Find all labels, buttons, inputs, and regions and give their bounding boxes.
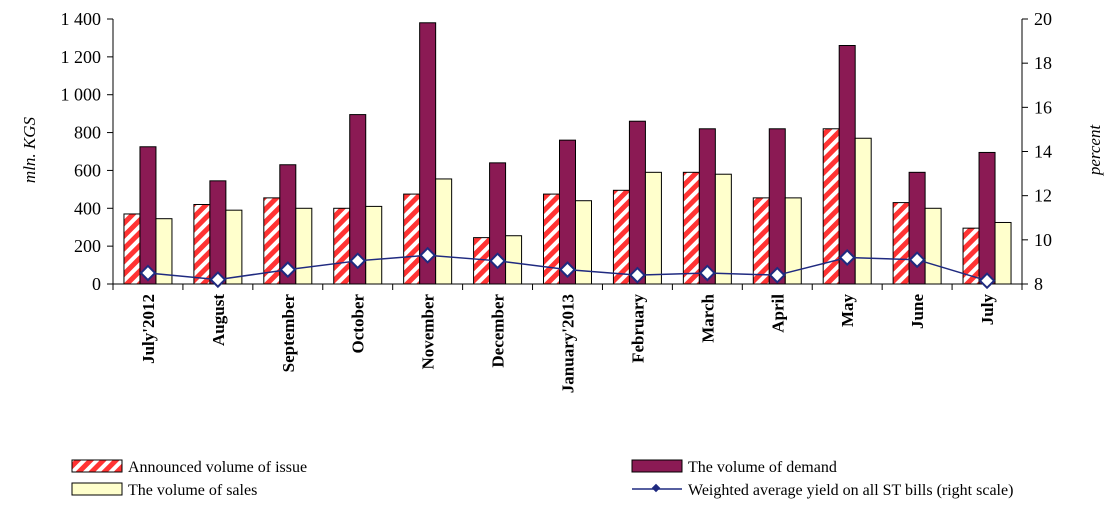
yield-marker — [139, 264, 157, 282]
bar-announced — [682, 171, 700, 285]
bar-announced — [892, 202, 910, 285]
left-tick-label: 1 200 — [61, 47, 102, 67]
category-label: March — [698, 293, 717, 342]
y-axis-title: mln. KGS — [20, 116, 39, 183]
right-tick-label: 10 — [1034, 230, 1052, 250]
bar-demand — [419, 22, 437, 285]
category-label: August — [209, 294, 228, 346]
category-label: February — [628, 294, 647, 363]
bar-sales — [924, 207, 942, 285]
right-tick-label: 20 — [1034, 9, 1052, 29]
legend-label-demand: The volume of demand — [688, 459, 837, 476]
category-label: November — [419, 294, 438, 370]
legend-swatch-sales — [71, 482, 123, 496]
category-label: July'2012 — [139, 294, 158, 364]
category-label: September — [279, 294, 298, 373]
category-label: January'2013 — [559, 294, 578, 393]
bar-sales — [854, 137, 872, 285]
axes — [112, 19, 1023, 290]
legend: Announced volume of issue The volume of … — [71, 459, 1013, 499]
bar-sales — [225, 209, 243, 285]
right-tick-label: 18 — [1034, 53, 1052, 73]
bar-sales — [295, 207, 313, 285]
category-label: July — [978, 294, 997, 326]
right-tick-label: 16 — [1034, 97, 1052, 117]
bar-announced — [333, 207, 351, 285]
bar-demand — [139, 146, 157, 285]
y2-axis-title: percent — [1085, 124, 1104, 177]
category-label: October — [349, 294, 368, 354]
bar-sales — [505, 235, 523, 285]
category-label: April — [768, 294, 787, 333]
bar-announced — [543, 193, 560, 285]
bar-demand — [838, 45, 856, 285]
right-tick-label: 14 — [1034, 142, 1052, 162]
bar-demand — [768, 128, 786, 285]
legend-swatch-demand — [631, 459, 683, 473]
yield-marker — [698, 264, 716, 282]
left-tick-label: 400 — [74, 198, 101, 218]
left-axis-ticks: 0 200 400 600 800 1 000 1 200 1 400 — [61, 9, 113, 294]
bar-announced — [403, 193, 421, 285]
yield-marker — [628, 266, 646, 284]
legend-label-announced: Announced volume of issue — [128, 459, 307, 476]
yield-marker — [838, 249, 856, 266]
yield-marker — [419, 246, 437, 264]
legend-item-sales: The volume of sales — [71, 482, 257, 499]
legend-swatch-announced — [71, 459, 123, 473]
yield-marker — [768, 266, 786, 284]
bar-announced — [752, 197, 770, 285]
legend-item-demand: The volume of demand — [631, 459, 837, 476]
right-axis-ticks: 8 10 12 14 16 18 20 — [1022, 9, 1052, 294]
bar-sales — [994, 221, 1012, 285]
yield-marker — [279, 261, 297, 279]
category-label: June — [908, 294, 927, 329]
yield-marker — [209, 271, 227, 289]
left-tick-label: 600 — [74, 160, 101, 180]
yield-line — [139, 246, 996, 290]
bar-announced — [123, 213, 141, 285]
legend-item-announced: Announced volume of issue — [71, 459, 307, 476]
left-tick-label: 1 000 — [61, 85, 102, 105]
legend-swatch-yield-marker — [651, 483, 661, 493]
category-labels: July'2012 August September October November D… — [139, 293, 997, 393]
legend-item-yield: Weighted average yield on all ST bills (… — [632, 482, 1013, 499]
bar-announced — [473, 237, 491, 285]
left-tick-label: 800 — [74, 123, 101, 143]
bar-demand — [978, 151, 996, 285]
bar-demand — [209, 180, 227, 285]
right-tick-label: 12 — [1034, 186, 1052, 206]
yield-marker — [978, 272, 996, 290]
legend-label-sales: The volume of sales — [128, 482, 257, 499]
category-label: December — [489, 294, 508, 368]
bar-sales — [644, 171, 662, 285]
left-tick-label: 0 — [92, 274, 101, 294]
category-label: May — [838, 294, 857, 328]
yield-marker — [489, 252, 507, 270]
yield-marker — [908, 251, 926, 269]
yield-marker — [559, 261, 576, 279]
right-tick-label: 8 — [1034, 274, 1043, 294]
left-tick-label: 200 — [74, 236, 101, 256]
bar-sales — [714, 173, 732, 285]
bar-announced — [612, 189, 630, 285]
legend-label-yield: Weighted average yield on all ST bills (… — [688, 482, 1013, 499]
bar-sales — [365, 205, 383, 285]
bars — [123, 22, 1012, 285]
bar-announced — [193, 204, 211, 285]
left-tick-label: 1 400 — [61, 9, 102, 29]
yield-marker — [349, 252, 367, 270]
bar-demand — [698, 128, 716, 285]
bar-sales — [435, 178, 453, 285]
bar-demand — [628, 120, 646, 285]
